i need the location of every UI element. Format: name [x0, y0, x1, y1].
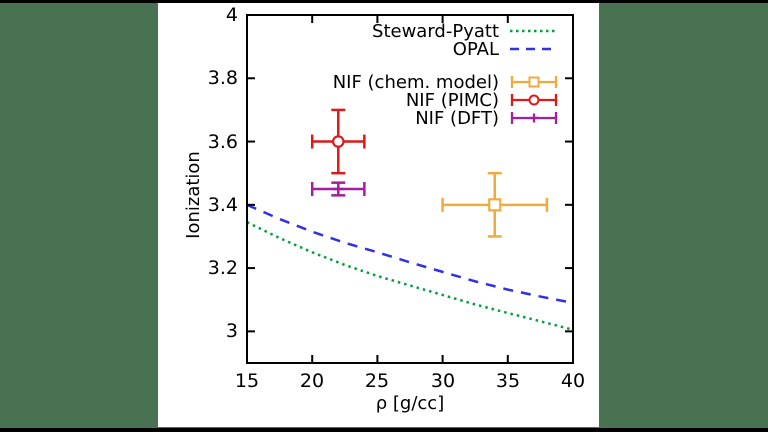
plot-canvas	[246, 14, 574, 364]
x-tick-label: 40	[560, 370, 586, 392]
y-tick-label: 3.6	[207, 131, 238, 153]
plot-border	[246, 14, 574, 364]
y-tick-label: 3.4	[207, 194, 238, 216]
legend-sample-circle-errorbar	[510, 94, 558, 106]
legend-sample-square-errorbar	[510, 76, 558, 88]
legend-label: NIF (chem. model)	[332, 71, 499, 93]
x-axis-title: ρ [g/cc]	[375, 393, 445, 414]
legend-label: Steward-Pyatt	[372, 20, 499, 42]
point-nif-pimc-	[310, 108, 366, 175]
x-tick-label: 35	[495, 370, 521, 392]
legend-label: NIF (PIMC)	[405, 89, 499, 111]
y-tick-label: 3.8	[207, 67, 238, 89]
legend-sample-dotted-line	[510, 29, 558, 33]
x-tick-label: 25	[364, 370, 390, 392]
letterbox-bar-bottom	[0, 428, 768, 432]
x-tick-label: 15	[234, 370, 260, 392]
x-tick-label: 30	[430, 370, 456, 392]
y-axis-title: Ionization	[183, 151, 204, 239]
legend-item-steward-pyatt: Steward-Pyatt	[372, 20, 560, 42]
legend-item-nif-chem-model: NIF (chem. model)	[332, 71, 560, 93]
x-tick-label: 20	[299, 370, 325, 392]
y-tick-label: 3.2	[207, 257, 238, 279]
figure-panel: 15 20 25 30 35 40 4 3.8 3.6 3.4 3.2 3 ρ …	[158, 3, 599, 427]
curve-steward-pyatt	[246, 221, 574, 331]
legend-sample-plus-errorbar	[510, 112, 558, 124]
legend-label: OPAL	[452, 38, 499, 60]
point-nif-chem-model-	[441, 171, 549, 238]
legend-item-nif-pimc: NIF (PIMC)	[405, 89, 560, 111]
curve-opal	[246, 203, 574, 305]
y-tick-label: 3	[225, 320, 238, 342]
legend-label: NIF (DFT)	[415, 107, 499, 129]
legend-item-nif-dft: NIF (DFT)	[415, 107, 560, 129]
point-nif-dft-	[310, 181, 366, 197]
y-tick-label: 4	[225, 4, 238, 26]
letterbox-bar-top	[0, 0, 768, 3]
legend-sample-dashed-line	[510, 47, 558, 51]
legend-item-opal: OPAL	[452, 38, 560, 60]
